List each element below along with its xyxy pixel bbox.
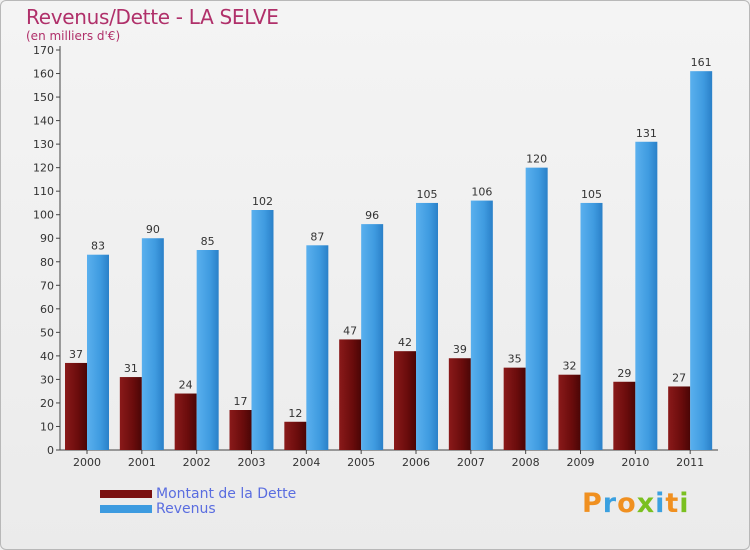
x-tick-label: 2005 [347,456,375,469]
legend: Montant de la Dette Revenus [100,485,297,517]
bar-dette [448,358,471,450]
legend-label-revenus: Revenus [156,500,216,517]
bar-dette [394,351,416,450]
logo-letter: t [665,488,680,519]
y-tick-label: 0 [47,444,54,457]
bar-revenus [196,250,219,450]
y-tick-label: 150 [33,91,54,104]
y-tick-label: 100 [33,209,54,222]
data-label: 85 [201,235,215,248]
data-label: 27 [672,371,686,384]
x-tick-label: 2000 [73,456,101,469]
logo-letter: i [655,488,666,519]
logo-letter: x [636,488,656,519]
data-label: 105 [417,188,438,201]
y-tick-label: 170 [33,44,54,57]
data-label: 87 [310,230,324,243]
data-label: 83 [91,240,105,253]
y-tick-label: 20 [40,397,54,410]
x-tick-label: 2006 [402,456,430,469]
bar-revenus [580,202,603,450]
bar-revenus [361,224,384,450]
x-tick-label: 2002 [183,456,211,469]
bar-dette [119,377,142,450]
bar-dette [613,381,636,450]
y-tick-label: 40 [40,350,54,363]
data-label: 102 [252,195,273,208]
bar-revenus [690,71,713,451]
bar-revenus [525,167,548,450]
bar-dette [174,393,197,450]
proxiti-logo: Proxiti [582,488,690,519]
y-tick-label: 50 [40,326,54,339]
data-label: 47 [343,324,357,337]
legend-item-revenus: Revenus [100,500,296,517]
x-tick-label: 2007 [457,456,485,469]
data-label: 42 [398,336,412,349]
logo-letter: o [617,488,637,519]
legend-swatch-revenus [100,504,152,513]
data-label: 17 [234,395,248,408]
data-label: 31 [124,362,138,375]
x-tick-label: 2001 [128,456,156,469]
legend-item-debt: Montant de la Dette [100,485,297,502]
legend-label-debt: Montant de la Dette [156,485,297,502]
bar-dette [339,339,362,450]
y-tick-label: 80 [40,256,54,269]
y-tick-label: 10 [40,420,54,433]
bar-dette [668,386,691,450]
y-tick-label: 70 [40,279,54,292]
x-tick-label: 2008 [512,456,540,469]
data-label: 106 [471,186,492,199]
bar-revenus [306,245,329,450]
y-tick-label: 60 [40,303,54,316]
data-label: 120 [526,153,547,166]
bar-revenus [635,141,658,450]
bar-revenus [87,254,109,450]
data-label: 12 [288,407,302,420]
data-label: 90 [146,223,160,236]
bar-revenus [141,238,164,450]
data-label: 161 [691,56,712,69]
bar-dette [503,367,526,450]
bar-dette [558,374,581,450]
data-label: 96 [365,209,379,222]
x-tick-label: 2011 [676,456,704,469]
x-tick-label: 2009 [567,456,595,469]
chart-subtitle: (en milliers d'€) [26,29,121,43]
data-label: 29 [617,367,631,380]
bar-revenus [470,200,493,450]
legend-swatch-debt [100,489,152,498]
data-label: 39 [453,343,467,356]
data-label: 32 [563,360,577,373]
bar-revenus [251,210,274,450]
data-label: 131 [636,127,657,140]
y-tick-label: 90 [40,232,54,245]
y-tick-label: 130 [33,138,54,151]
data-label: 37 [69,348,83,361]
x-tick-label: 2004 [292,456,320,469]
logo-letter: i [679,488,690,519]
y-tick-label: 140 [33,115,54,128]
y-tick-label: 30 [40,373,54,386]
bar-dette [229,410,252,450]
logo-letter: r [602,488,618,519]
y-tick-label: 160 [33,68,54,81]
data-label: 105 [581,188,602,201]
data-label: 35 [508,353,522,366]
bar-dette [284,421,307,450]
data-label: 24 [179,379,193,392]
bar-revenus [416,202,438,450]
logo-letter: P [582,488,603,519]
y-tick-label: 110 [33,185,54,198]
x-tick-label: 2003 [238,456,266,469]
x-tick-label: 2010 [621,456,649,469]
y-tick-label: 120 [33,162,54,175]
bar-dette [65,362,87,450]
chart-title: Revenus/Dette - LA SELVE [26,5,279,29]
